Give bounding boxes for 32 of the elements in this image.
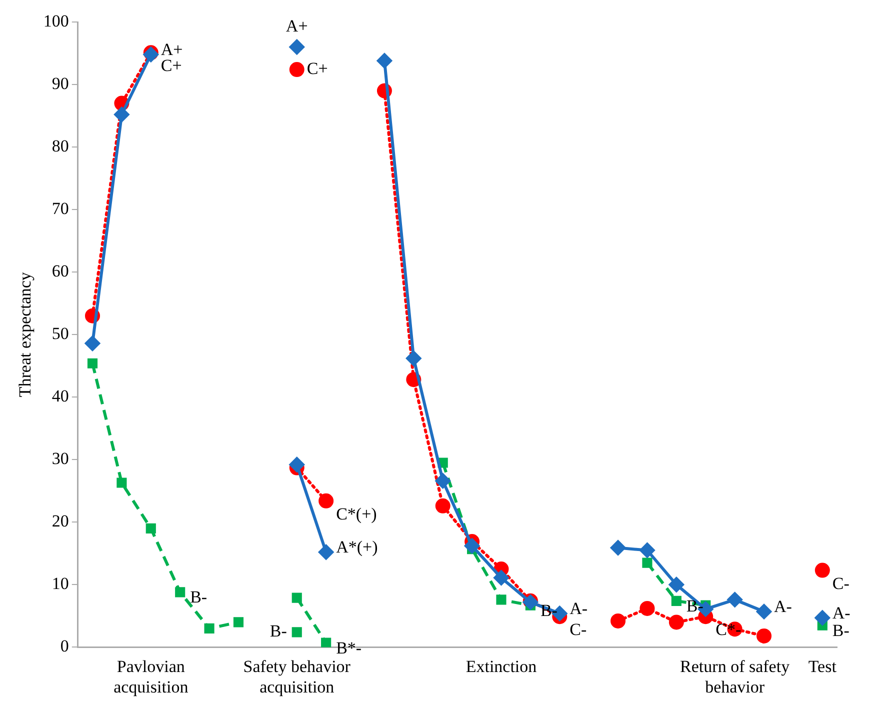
data-label: A*(+) bbox=[336, 538, 378, 557]
y-tick-label: 0 bbox=[60, 636, 69, 656]
data-label: B- bbox=[270, 622, 288, 641]
data-label: B- bbox=[832, 620, 850, 640]
y-axis-title: Threat expectancy bbox=[16, 272, 35, 398]
y-tick-label: 20 bbox=[52, 512, 69, 531]
y-tick-label: 50 bbox=[52, 324, 69, 344]
data-label: C- bbox=[832, 574, 850, 593]
y-tick-label: 90 bbox=[52, 74, 69, 93]
y-tick-label: 70 bbox=[52, 199, 69, 218]
data-label: A- bbox=[774, 597, 792, 616]
y-tick-label: 80 bbox=[52, 136, 69, 156]
data-label: C+ bbox=[306, 58, 328, 78]
y-tick-label: 30 bbox=[52, 449, 69, 468]
data-label: C+ bbox=[160, 56, 182, 76]
data-label: C*(+) bbox=[336, 504, 377, 524]
x-tick-label: Extinction bbox=[466, 656, 538, 676]
data-label: B*- bbox=[336, 638, 362, 658]
x-tick-label: Test bbox=[808, 656, 837, 676]
y-tick-label: 10 bbox=[52, 574, 69, 594]
y-tick-label: 40 bbox=[52, 386, 69, 406]
data-label: A- bbox=[832, 603, 851, 622]
data-label: A+ bbox=[160, 40, 183, 59]
x-tick-label: Safety behavior acquisition bbox=[243, 656, 351, 696]
x-tick-label: Pavlovian acquisition bbox=[114, 656, 189, 696]
data-label: C- bbox=[570, 620, 587, 640]
data-label: B- bbox=[190, 588, 208, 607]
data-label: A- bbox=[570, 598, 588, 618]
y-tick-label: 60 bbox=[52, 262, 69, 281]
data-label: A+ bbox=[286, 16, 308, 36]
y-tick-label: 100 bbox=[43, 11, 69, 30]
x-tick-label: Return of safety behavior bbox=[680, 656, 790, 696]
